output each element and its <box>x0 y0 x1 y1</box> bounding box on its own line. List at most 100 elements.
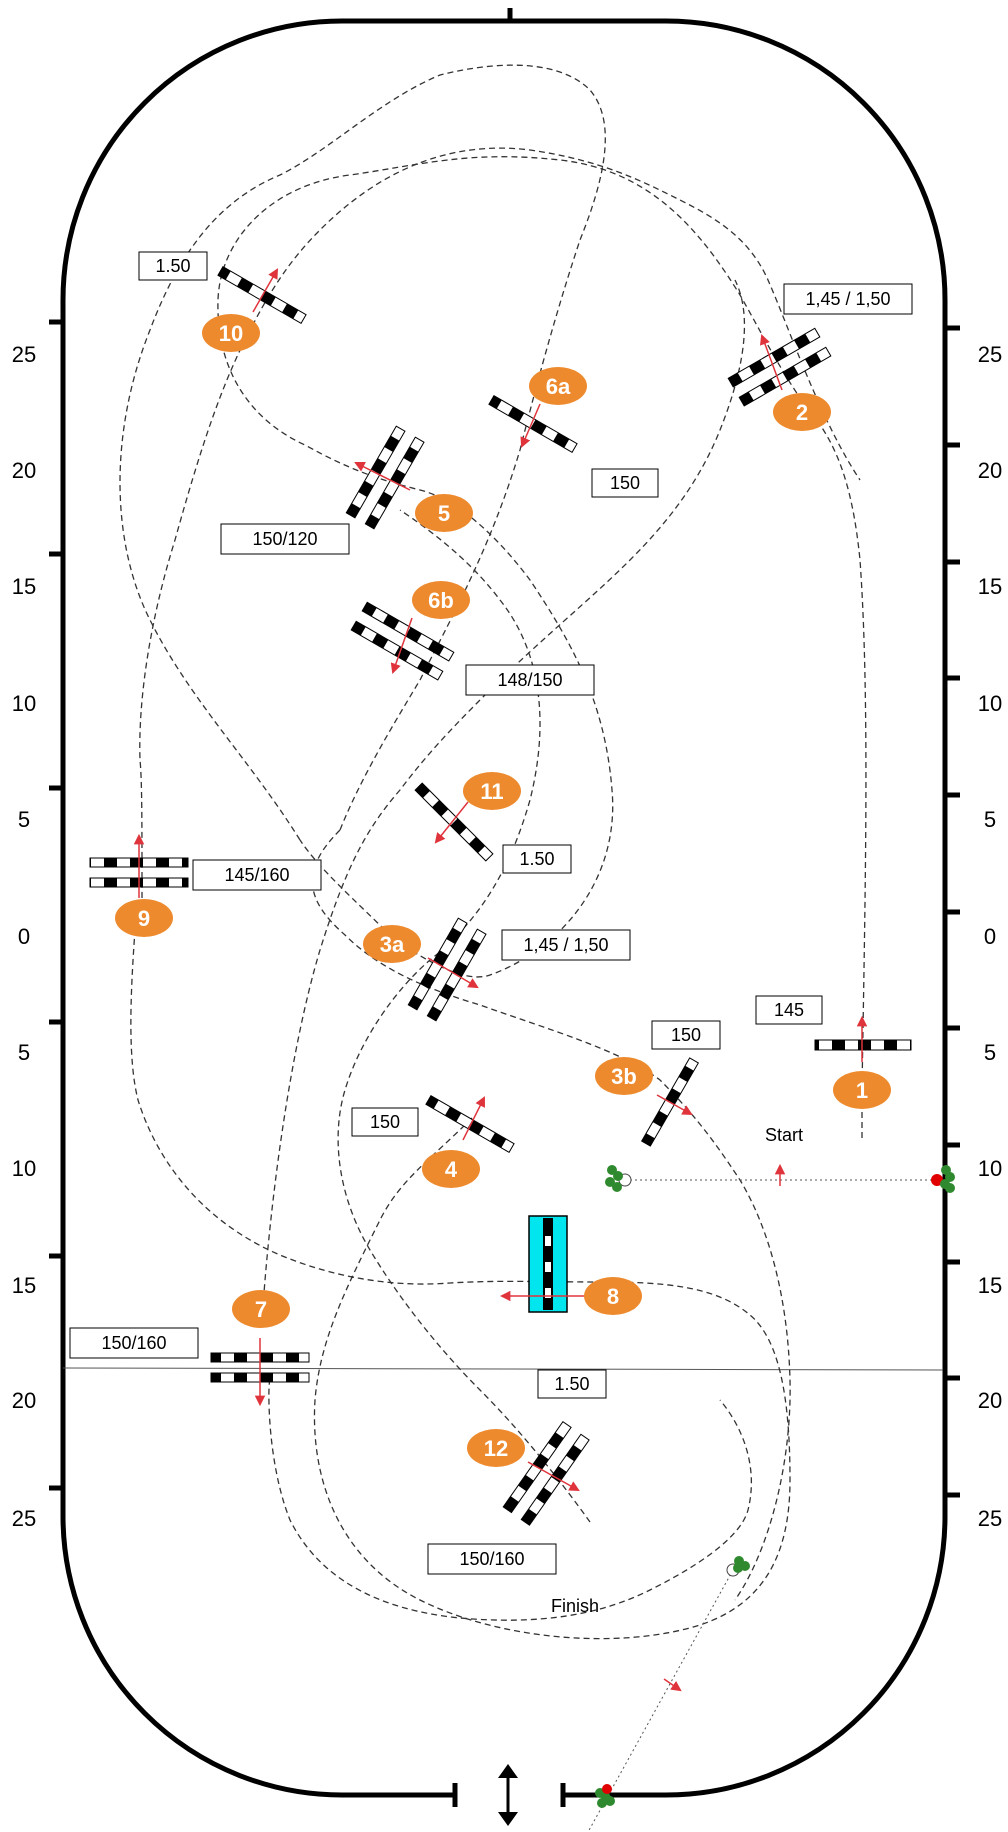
entrance-arrow-icon <box>498 1764 518 1826</box>
right-scale-label: 10 <box>978 1156 1002 1181</box>
arena-boundary <box>60 18 948 1798</box>
direction-arrow <box>354 462 411 491</box>
fence-pole <box>488 394 578 454</box>
badge-label: 2 <box>796 400 808 425</box>
badge-label: 8 <box>607 1284 619 1309</box>
badge-9 <box>115 899 173 937</box>
badge-1 <box>833 1071 891 1109</box>
right-scale-label: 10 <box>978 691 1002 716</box>
fence-11 <box>414 782 494 862</box>
left-scale: 25 20 15 10 5 0 5 10 15 20 25 <box>12 342 36 1531</box>
course-route <box>119 64 867 1640</box>
badge-label: 6b <box>428 588 454 613</box>
left-scale-label: 15 <box>12 1273 36 1298</box>
badge-label: 5 <box>438 501 450 526</box>
height-label: 148/150 <box>497 670 562 690</box>
badge-10 <box>202 314 260 352</box>
height-box-2 <box>783 283 913 315</box>
badge-label: 3b <box>611 1064 637 1089</box>
right-scale-label: 15 <box>978 574 1002 599</box>
left-scale-label: 5 <box>18 1040 30 1065</box>
direction-arrow <box>252 268 279 313</box>
badge-6a <box>529 367 587 405</box>
badge-label: 7 <box>255 1297 267 1322</box>
right-scale-label: 20 <box>978 1388 1002 1413</box>
height-label: 1,45 / 1,50 <box>523 935 608 955</box>
badge-8 <box>584 1277 642 1315</box>
badge-label: 10 <box>219 321 243 346</box>
right-scale-label: 0 <box>984 924 996 949</box>
height-box-9 <box>192 859 322 891</box>
right-scale-label: 5 <box>984 1040 996 1065</box>
height-box-8 <box>537 1369 607 1399</box>
direction-arrow <box>434 801 469 844</box>
right-scale-label: 20 <box>978 458 1002 483</box>
height-box-3a <box>501 929 631 961</box>
left-scale-label: 5 <box>18 807 30 832</box>
height-label: 1.50 <box>155 256 190 276</box>
left-scale-label: 20 <box>12 1388 36 1413</box>
badge-label: 1 <box>856 1078 868 1103</box>
fence-8 <box>499 1215 585 1313</box>
fence-pole <box>425 1094 515 1154</box>
fence-12 <box>502 1420 590 1526</box>
left-scale-label: 10 <box>12 1156 36 1181</box>
direction-arrow <box>759 334 783 391</box>
left-scale-label: 15 <box>12 574 36 599</box>
shrub-icon <box>605 1165 623 1192</box>
badge-label: 9 <box>138 906 150 931</box>
right-scale-ticks <box>945 325 960 1498</box>
badge-12 <box>467 1429 525 1467</box>
fence-2 <box>727 327 832 407</box>
badge-5 <box>415 494 473 532</box>
fence-number-badges: 1 2 3a 3b 4 5 6a 6b 7 8 9 10 11 12 <box>115 314 891 1467</box>
direction-arrow <box>427 957 479 989</box>
fence-4 <box>425 1094 515 1154</box>
shrub-icon <box>595 1788 615 1808</box>
left-scale-label: 25 <box>12 342 36 367</box>
badge-2 <box>773 393 831 431</box>
finish-label: Finish <box>551 1596 599 1616</box>
right-scale-label: 25 <box>978 342 1002 367</box>
direction-arrow <box>390 617 413 674</box>
height-label: 150 <box>370 1112 400 1132</box>
reference-line <box>62 1367 944 1371</box>
left-scale-label: 0 <box>18 924 30 949</box>
height-label: 150 <box>610 473 640 493</box>
finish-line <box>587 1556 750 1832</box>
right-scale-label: 5 <box>984 807 996 832</box>
height-box-1 <box>755 995 823 1025</box>
height-label: 1,45 / 1,50 <box>805 289 890 309</box>
height-label: 150/160 <box>101 1333 166 1353</box>
left-scale-ticks <box>49 319 63 1491</box>
right-scale: 25 20 15 10 5 0 5 10 15 20 25 <box>978 342 1002 1531</box>
fence-pole <box>814 1039 912 1051</box>
fence-5 <box>345 425 425 530</box>
badge-label: 11 <box>480 779 503 804</box>
fence-pole <box>727 327 821 388</box>
fence-7 <box>210 1338 310 1407</box>
left-scale-label: 25 <box>12 1506 36 1531</box>
fence-1 <box>814 1015 912 1062</box>
left-scale-label: 10 <box>12 691 36 716</box>
fence-9 <box>89 833 189 898</box>
height-box-4 <box>351 1107 419 1137</box>
height-label: 1.50 <box>554 1374 589 1394</box>
height-label: 145/160 <box>224 865 289 885</box>
badge-label: 3a <box>380 932 405 957</box>
badge-3b <box>595 1057 653 1095</box>
right-scale-label: 15 <box>978 1273 1002 1298</box>
fence-pole <box>414 782 494 862</box>
badge-label: 4 <box>445 1157 458 1182</box>
height-box-10 <box>138 251 208 281</box>
badge-11 <box>463 772 521 810</box>
fence-6b <box>350 601 455 681</box>
badge-3a <box>363 925 421 963</box>
fence-6a <box>488 394 578 454</box>
height-label: 1.50 <box>519 849 554 869</box>
direction-arrow <box>656 1094 693 1116</box>
height-box-6b <box>465 664 595 696</box>
badge-label: 12 <box>484 1436 508 1461</box>
start-line <box>605 1163 955 1193</box>
